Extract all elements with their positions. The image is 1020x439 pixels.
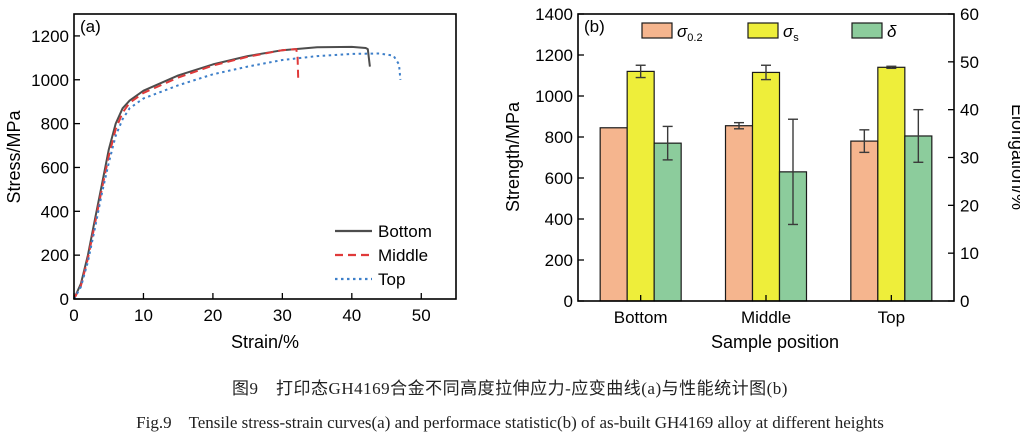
x-tick-label: 30 bbox=[273, 306, 292, 325]
y-tick-label: 600 bbox=[545, 169, 573, 188]
legend-label-bottom: Bottom bbox=[378, 222, 432, 241]
legend-swatch-0 bbox=[641, 22, 673, 39]
plot-frame bbox=[73, 13, 457, 300]
error-bar bbox=[635, 64, 646, 79]
y-tick-label-right: 20 bbox=[960, 196, 979, 215]
x-axis-label: Strain/% bbox=[231, 332, 299, 352]
error-bar bbox=[788, 118, 798, 226]
y-tick-label: 1000 bbox=[535, 87, 573, 106]
x-tick-label: 0 bbox=[69, 306, 78, 325]
y-axis-label-right: Elongation/% bbox=[1008, 104, 1020, 210]
y-tick-label: 800 bbox=[545, 128, 573, 147]
bar-top-1 bbox=[877, 66, 906, 302]
series-line-top bbox=[73, 52, 402, 300]
bar-bottom-0 bbox=[599, 127, 628, 302]
y-tick-label: 400 bbox=[41, 202, 69, 221]
y-axis-label: Stress/MPa bbox=[4, 110, 24, 204]
y-tick-label: 800 bbox=[41, 115, 69, 134]
legend-label-0: σ0.2 bbox=[677, 22, 703, 44]
y-tick-label-right: 30 bbox=[960, 149, 979, 168]
y-tick-label: 200 bbox=[545, 251, 573, 270]
y-tick-label-right: 50 bbox=[960, 53, 979, 72]
performance-panel: 0 200 400 600 800 1000 1200 1400 0 10 20 30 40 50 60 Bo… bbox=[503, 5, 1020, 352]
legend: Bottom Middle Top bbox=[335, 222, 432, 289]
x-axis-label: Sample position bbox=[711, 332, 839, 352]
legend-label-2: δ bbox=[887, 22, 897, 41]
legend-swatch-2 bbox=[851, 22, 883, 39]
y-tick-label-right: 0 bbox=[960, 292, 969, 311]
stress-strain-panel: 0 10 20 30 40 50 0 200 400 600 800 1000 1200 (a) Str… bbox=[4, 13, 457, 352]
legend-swatch-1 bbox=[747, 22, 779, 39]
y-tick-label: 600 bbox=[41, 158, 69, 177]
legend-label-top: Top bbox=[378, 270, 405, 289]
bar-middle-0 bbox=[724, 125, 754, 302]
y-tick-label: 1000 bbox=[31, 71, 69, 90]
x-tick-label: Middle bbox=[741, 308, 791, 327]
y-tick-label: 1400 bbox=[535, 5, 573, 24]
y-tick-label: 200 bbox=[41, 246, 69, 265]
error-bar bbox=[886, 65, 897, 70]
bar-bottom-1 bbox=[626, 70, 655, 302]
x-tick-label: 40 bbox=[342, 306, 361, 325]
bar-top-0 bbox=[850, 140, 879, 302]
panel-label: (a) bbox=[80, 17, 101, 36]
legend-label-1: σs bbox=[783, 22, 799, 44]
caption-chinese: 图9 打印态GH4169合金不同高度拉伸应力-应变曲线(a)与性能统计图(b) bbox=[232, 379, 788, 398]
x-tick-label: Top bbox=[878, 308, 905, 327]
legend-label-middle: Middle bbox=[378, 246, 428, 265]
x-tick-label: 50 bbox=[412, 306, 431, 325]
y-tick-label: 1200 bbox=[535, 46, 573, 65]
y-tick-label: 1200 bbox=[31, 27, 69, 46]
y-tick-label-right: 60 bbox=[960, 5, 979, 24]
series-line-middle bbox=[73, 48, 300, 300]
y-tick-label: 400 bbox=[545, 210, 573, 229]
legend: σ0.2 σs δ bbox=[641, 22, 897, 44]
x-tick-label: 10 bbox=[134, 306, 153, 325]
y-tick-label: 0 bbox=[564, 292, 573, 311]
y-tick-label-right: 10 bbox=[960, 244, 979, 263]
panel-label: (b) bbox=[584, 17, 605, 36]
error-bar bbox=[913, 108, 924, 163]
error-bar bbox=[662, 125, 673, 161]
y-tick-label: 0 bbox=[60, 290, 69, 309]
bar-bottom-2 bbox=[653, 142, 682, 302]
error-bar bbox=[734, 121, 744, 130]
error-bar bbox=[859, 129, 870, 154]
bar-middle-1 bbox=[751, 71, 781, 302]
y-tick-label-right: 40 bbox=[960, 101, 979, 120]
caption-english: Fig.9 Tensile stress-strain curves(a) an… bbox=[136, 413, 884, 432]
series-line-bottom bbox=[73, 45, 371, 300]
x-tick-label: 20 bbox=[203, 306, 222, 325]
error-bar bbox=[761, 64, 771, 81]
x-tick-label: Bottom bbox=[614, 308, 668, 327]
y-axis-label: Strength/MPa bbox=[503, 101, 523, 212]
